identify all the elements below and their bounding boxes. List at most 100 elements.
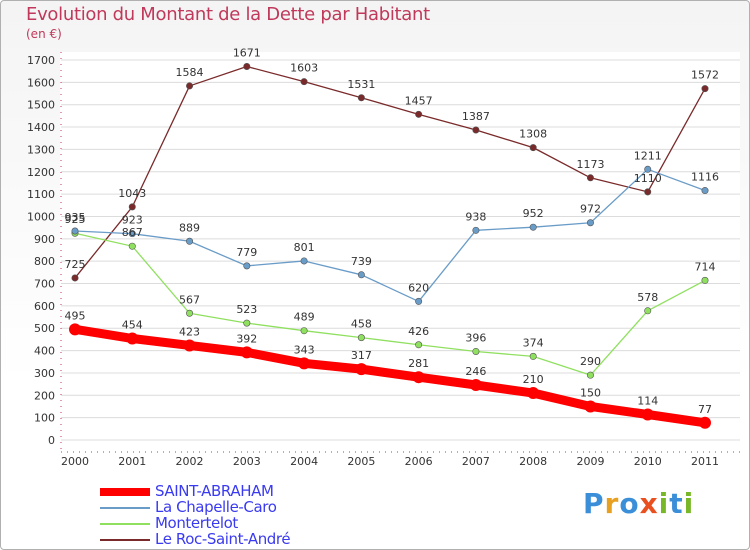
data-label: 317 (351, 349, 372, 362)
data-point (357, 94, 365, 102)
data-label: 1531 (347, 78, 375, 91)
data-point (644, 165, 652, 173)
y-tick-label: 200 (34, 389, 55, 402)
data-point (186, 237, 194, 245)
data-label: 454 (122, 319, 143, 332)
data-label: 114 (637, 395, 658, 408)
data-point (186, 309, 194, 317)
data-label: 495 (65, 309, 86, 322)
legend-label: SAINT-ABRAHAM (155, 482, 274, 500)
x-tick-label: 2008 (519, 455, 547, 468)
data-point (355, 363, 368, 376)
data-label: 1308 (519, 128, 547, 141)
data-point (69, 323, 81, 336)
plot-area (60, 52, 740, 452)
data-label: 1211 (634, 149, 662, 162)
data-point (186, 82, 194, 90)
data-label: 392 (236, 332, 257, 345)
data-point (701, 187, 709, 195)
data-label: 1572 (691, 69, 719, 82)
series-line-2 (74, 232, 706, 376)
x-tick-label: 2000 (61, 455, 89, 468)
x-tick-label: 2007 (462, 455, 490, 468)
data-point (412, 371, 425, 384)
y-tick-label: 300 (34, 367, 55, 380)
data-label: 1116 (691, 171, 719, 184)
logo-letter: i (683, 487, 695, 520)
data-point (300, 78, 308, 86)
logo-letter: r (604, 487, 620, 520)
data-label: 739 (351, 255, 372, 268)
data-point (529, 144, 537, 152)
data-label: 489 (294, 311, 315, 324)
data-label: 1387 (462, 110, 490, 123)
legend-swatch (100, 507, 150, 509)
data-label: 801 (294, 241, 315, 254)
logo-letter: o (619, 487, 640, 520)
data-label: 458 (351, 318, 372, 331)
data-label: 150 (580, 386, 601, 399)
chart-unit: (en €) (26, 27, 62, 41)
y-tick-label: 500 (34, 322, 55, 335)
data-label: 925 (65, 213, 86, 226)
data-label: 77 (698, 403, 712, 416)
data-point (584, 400, 597, 413)
data-label: 423 (179, 325, 200, 338)
legend-label: La Chapelle-Caro (155, 498, 277, 516)
x-tick-label: 2006 (405, 455, 433, 468)
data-point (71, 274, 79, 282)
data-point (472, 226, 480, 234)
logo-letter: i (658, 487, 670, 520)
data-point (243, 319, 251, 327)
data-point (128, 242, 136, 250)
data-point (298, 357, 311, 370)
data-point (128, 203, 136, 211)
y-tick-label: 1200 (27, 166, 55, 179)
data-label: 714 (695, 260, 716, 273)
data-label: 923 (122, 214, 143, 227)
data-point (243, 62, 251, 70)
x-tick-label: 2009 (576, 455, 604, 468)
data-point (415, 297, 423, 305)
data-point (586, 371, 594, 379)
y-tick-label: 1100 (27, 188, 55, 201)
data-label: 246 (465, 365, 486, 378)
data-point (415, 341, 423, 349)
data-label: 1584 (176, 66, 204, 79)
x-tick-label: 2004 (290, 455, 318, 468)
data-point (183, 339, 196, 352)
y-tick-label: 400 (34, 345, 55, 358)
data-label: 343 (294, 343, 315, 356)
data-label: 1603 (290, 62, 318, 75)
y-tick-label: 1500 (27, 99, 55, 112)
data-point (469, 379, 482, 392)
logo-letter: x (639, 487, 659, 520)
data-label: 290 (580, 355, 601, 368)
data-label: 1671 (233, 46, 261, 59)
x-tick-label: 2002 (176, 455, 204, 468)
data-label: 889 (179, 221, 200, 234)
data-label: 779 (236, 246, 257, 259)
data-point (240, 346, 253, 359)
data-point (701, 276, 709, 284)
x-tick-label: 2005 (347, 455, 375, 468)
legend-swatch (100, 488, 150, 496)
data-label: 952 (523, 207, 544, 220)
proxiti-logo: Proxiti (583, 487, 694, 520)
x-tick-label: 2003 (233, 455, 261, 468)
data-point (472, 126, 480, 134)
data-label: 374 (523, 336, 544, 349)
data-point (300, 257, 308, 265)
data-point (472, 347, 480, 355)
data-point (529, 352, 537, 360)
legend-label: Montertelot (155, 514, 238, 532)
series-line-3 (74, 65, 706, 279)
x-tick-label: 2010 (634, 455, 662, 468)
data-label: 1043 (118, 187, 146, 200)
data-point (641, 408, 654, 421)
data-point (357, 334, 365, 342)
data-point (644, 307, 652, 315)
y-tick-label: 700 (34, 278, 55, 291)
data-point (415, 110, 423, 118)
